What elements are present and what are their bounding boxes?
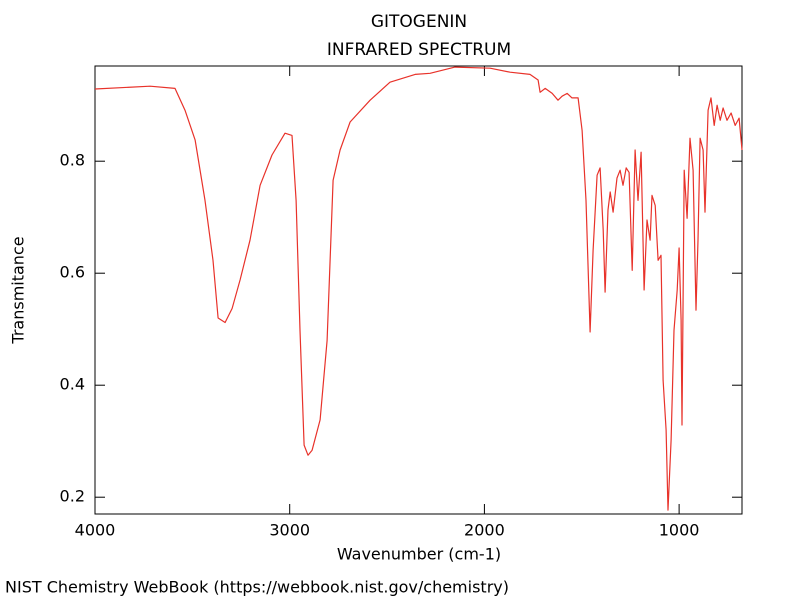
x-tick-label: 4000	[75, 521, 116, 540]
spectrum-line	[94, 66, 743, 511]
x-tick-label: 3000	[269, 521, 310, 540]
y-tick-label: 0.4	[60, 375, 85, 394]
source-note: NIST Chemistry WebBook (https://webbook.…	[5, 578, 509, 597]
y-axis-label: Transmitance	[9, 236, 28, 344]
y-tick-label: 0.6	[60, 263, 85, 282]
plot-frame	[94, 65, 743, 515]
chart-subtitle: INFRARED SPECTRUM	[327, 40, 511, 60]
x-tick-label: 1000	[659, 521, 700, 540]
x-tick-label: 2000	[464, 521, 505, 540]
x-axis-label: Wavenumber (cm-1)	[337, 545, 501, 564]
y-tick-label: 0.8	[60, 151, 85, 170]
y-tick-label: 0.2	[60, 487, 85, 506]
chart-title: GITOGENIN	[371, 12, 467, 32]
